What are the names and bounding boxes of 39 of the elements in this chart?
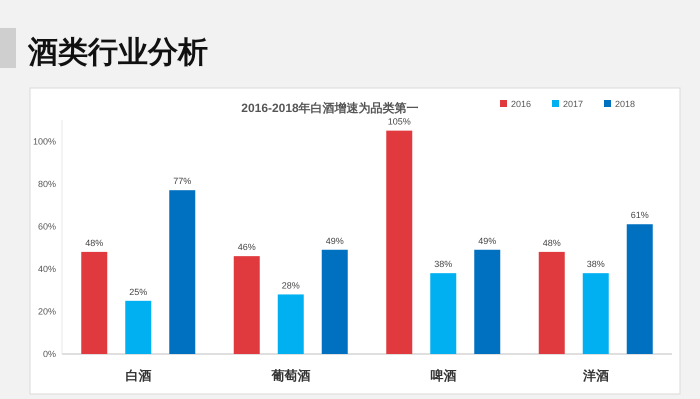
legend-label: 2017 [563,99,584,109]
data-label: 105% [388,116,411,127]
data-label: 49% [326,236,344,246]
bar [278,294,304,354]
bar [234,256,260,354]
bar [386,130,412,354]
y-tick-label: 60% [38,221,56,232]
bar [538,252,565,354]
bar [169,190,196,354]
legend-label: 2018 [615,99,636,109]
data-label: 61% [630,210,649,220]
bar [430,273,456,354]
y-tick-label: 20% [38,306,56,316]
data-label: 28% [282,280,300,290]
x-tick-label: 白酒 [125,368,152,383]
bar [626,224,653,354]
data-label: 46% [238,242,256,252]
bar [582,273,609,354]
data-label: 38% [434,259,452,270]
legend-label: 2016 [511,99,532,109]
x-tick-label: 葡萄酒 [270,368,310,383]
chart-subtitle: 2016-2018年白酒增速为品类第一 [241,101,419,115]
y-tick-label: 80% [38,178,56,189]
data-label: 48% [542,238,561,248]
bar [125,300,152,354]
x-tick-label: 啤酒 [430,368,456,383]
x-tick-label: 洋酒 [582,368,609,383]
y-tick-label: 0% [42,349,56,359]
y-tick-label: 100% [32,136,56,146]
data-label: 25% [129,286,148,297]
bar [81,252,108,354]
data-label: 38% [586,259,605,270]
chart-title: 酒类行业分析 [27,36,208,69]
bar [322,250,348,354]
data-label: 48% [85,238,104,248]
bar [474,250,500,354]
y-tick-label: 40% [38,264,56,274]
data-label: 77% [173,176,192,186]
data-label: 49% [478,236,496,246]
